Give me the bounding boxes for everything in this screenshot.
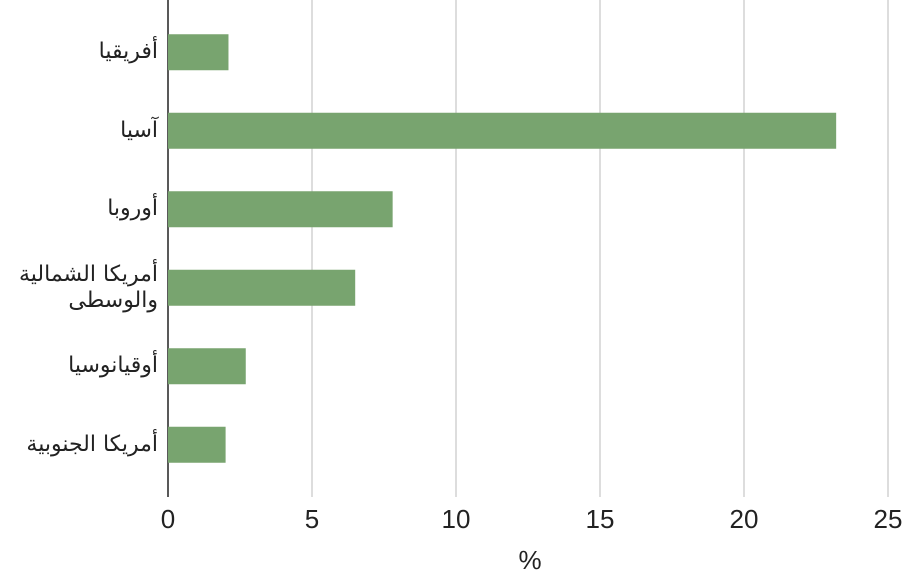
x-tick-label: 10 xyxy=(442,504,471,534)
bar xyxy=(168,191,393,228)
x-tick-label: 20 xyxy=(730,504,759,534)
x-tick-label: 5 xyxy=(305,504,319,534)
y-tick-label: أفريقيا xyxy=(98,39,158,65)
y-tick-label: أوروبا xyxy=(107,196,158,222)
y-tick-label: أمريكا الجنوبية xyxy=(26,431,158,457)
x-tick-label: 15 xyxy=(586,504,615,534)
x-axis-label: % xyxy=(518,545,541,575)
y-tick-label: أوقيانوسيا xyxy=(68,353,158,379)
x-tick-label: 0 xyxy=(161,504,175,534)
bar xyxy=(168,112,837,149)
x-tick-label: 25 xyxy=(874,504,902,534)
y-tick-label: آسيا xyxy=(120,117,158,143)
bar xyxy=(168,269,356,306)
y-tick-label: أمريكا الشمالية والوسطى xyxy=(18,261,158,313)
bar xyxy=(168,34,229,71)
bar xyxy=(168,426,226,463)
bar xyxy=(168,348,246,385)
